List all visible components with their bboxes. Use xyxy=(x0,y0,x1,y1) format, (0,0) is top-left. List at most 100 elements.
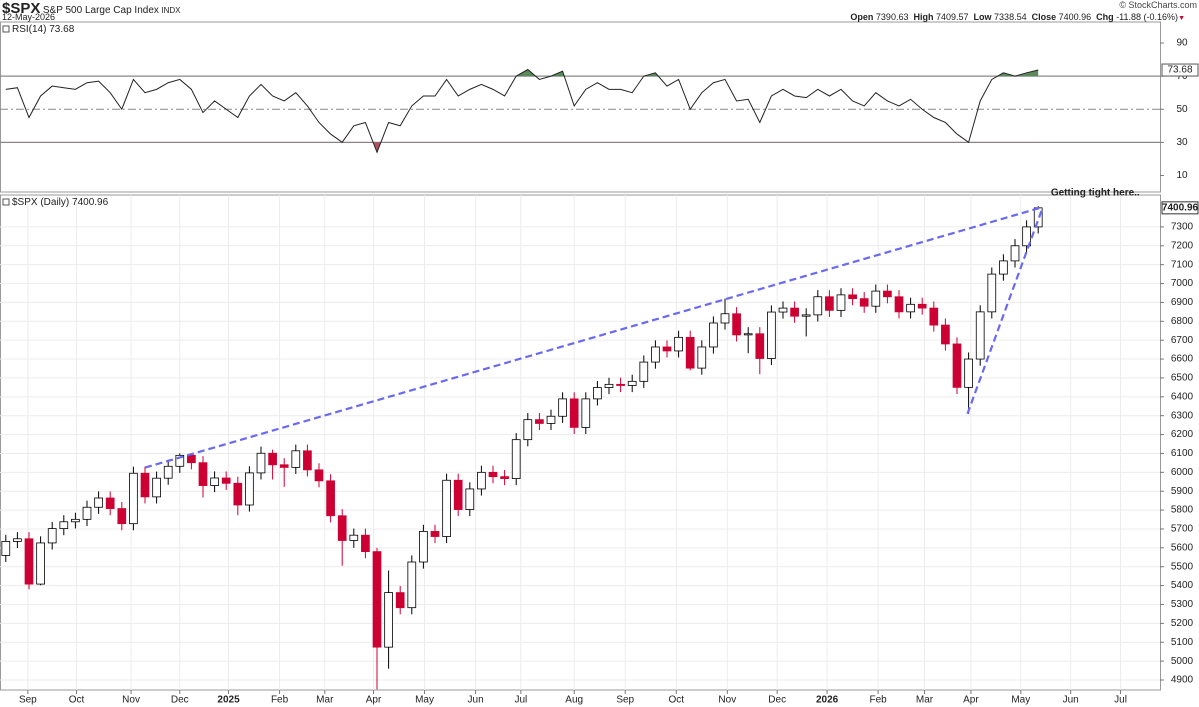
panel-title: $SPX (Daily) 7400.96 xyxy=(12,197,109,208)
candle-body xyxy=(894,296,904,313)
x-tick-label: Nov xyxy=(718,695,736,706)
rsi-last: 73.68 xyxy=(49,24,74,35)
candle-body xyxy=(419,531,428,563)
x-tick-label: Jul xyxy=(514,695,527,706)
candle-body xyxy=(639,361,649,382)
candle-body xyxy=(442,479,451,537)
y-tick-label: 7200 xyxy=(1171,240,1194,251)
candle-body xyxy=(500,476,509,479)
candle-body xyxy=(1010,245,1020,262)
last-value-label: 7400.96 xyxy=(1162,202,1199,213)
quote-value: 7400.96 xyxy=(1058,12,1092,22)
x-tick-label: Oct xyxy=(69,695,85,706)
candle-body xyxy=(349,534,359,541)
candle-body xyxy=(581,398,591,428)
candle-body xyxy=(825,296,834,311)
y-tick-label: 10 xyxy=(1176,170,1188,181)
x-tick-label: Feb xyxy=(870,695,888,706)
date: 12-May-2026 xyxy=(2,12,56,22)
candle-body xyxy=(1022,226,1031,247)
candle-body xyxy=(59,521,69,529)
quote-label: Chg xyxy=(1096,12,1114,22)
quote-value: 7338.54 xyxy=(994,12,1027,22)
candle-body xyxy=(268,452,277,466)
y-tick-label: 5300 xyxy=(1171,599,1194,610)
y-tick-label: 6400 xyxy=(1171,391,1194,402)
y-tick-label: 6900 xyxy=(1171,297,1194,308)
quote-value: 7390.63 xyxy=(875,12,909,22)
header: $SPX S&P 500 Large Cap Index INDX 12-May… xyxy=(2,0,1197,22)
candle-body xyxy=(291,450,301,468)
x-tick-label: Oct xyxy=(668,695,684,706)
candle-body xyxy=(105,497,115,509)
x-tick-label: Apr xyxy=(366,695,382,706)
x-tick-label: Mar xyxy=(916,695,934,706)
candle-body xyxy=(917,303,927,309)
panel-title: RSI(14) 73.68 xyxy=(12,24,75,35)
candle-body xyxy=(94,497,103,508)
candle-body xyxy=(163,465,173,479)
candle-body xyxy=(47,528,57,544)
candle-body xyxy=(778,307,788,313)
y-tick-label: 5400 xyxy=(1171,580,1194,591)
y-tick-label: 6600 xyxy=(1171,354,1194,365)
y-tick-label: 6100 xyxy=(1171,448,1194,459)
x-tick-label: Apr xyxy=(963,695,979,706)
candle-body xyxy=(535,419,544,424)
candle-body xyxy=(198,462,208,486)
down-arrow: ▼ xyxy=(1178,15,1185,22)
legend-swatch xyxy=(2,25,10,33)
candle-body xyxy=(674,336,683,352)
candle-body xyxy=(697,346,707,369)
y-tick-label: 7000 xyxy=(1171,278,1194,289)
candle-body xyxy=(221,477,231,484)
candle-body xyxy=(616,383,625,386)
candle-body xyxy=(117,508,127,525)
quote-label: Low xyxy=(973,12,992,22)
candle-body xyxy=(883,290,892,298)
candle-body xyxy=(361,534,370,553)
candle-body xyxy=(929,307,939,326)
x-tick-label: Jul xyxy=(1114,695,1127,706)
price-last: 7400.96 xyxy=(72,197,109,208)
trendline xyxy=(966,206,1044,415)
y-tick-label: 5000 xyxy=(1171,656,1194,667)
candle-body xyxy=(453,479,463,510)
candle-body xyxy=(1,541,11,556)
y-tick-label: 5700 xyxy=(1171,524,1194,535)
candle-body xyxy=(906,303,915,313)
x-tick-label: Jun xyxy=(1063,695,1079,706)
candle-body xyxy=(395,592,405,609)
candle-body xyxy=(627,380,637,386)
candle-body xyxy=(511,439,521,479)
x-tick-label: Sep xyxy=(19,695,37,706)
y-tick-label: 5900 xyxy=(1171,486,1194,497)
x-tick-label: Feb xyxy=(271,695,289,706)
quote-value: 7409.57 xyxy=(935,12,969,22)
y-tick-label: 6800 xyxy=(1171,316,1194,327)
x-tick-label: 2025 xyxy=(217,695,240,706)
candle-body xyxy=(743,333,753,336)
candle-body xyxy=(245,472,254,506)
candle-body xyxy=(407,561,417,609)
x-tick-label: Nov xyxy=(122,695,140,706)
y-tick-label: 6700 xyxy=(1171,335,1194,346)
candle-body xyxy=(36,542,45,585)
y-tick-label: 6200 xyxy=(1171,429,1194,440)
candle-body xyxy=(430,531,440,537)
candle-body xyxy=(477,471,486,490)
candle-body xyxy=(372,551,382,648)
candle-body xyxy=(755,333,765,359)
y-tick-label: 5200 xyxy=(1171,618,1194,629)
last-value-box xyxy=(1161,201,1199,215)
candle-body xyxy=(13,538,22,542)
candle-body xyxy=(558,398,567,417)
candle-body xyxy=(152,477,161,498)
candle-body xyxy=(952,343,962,388)
candle-body xyxy=(523,419,533,441)
index-name: S&P 500 Large Cap Index xyxy=(42,5,159,16)
candle-body xyxy=(593,387,602,400)
candle-body xyxy=(71,518,80,523)
